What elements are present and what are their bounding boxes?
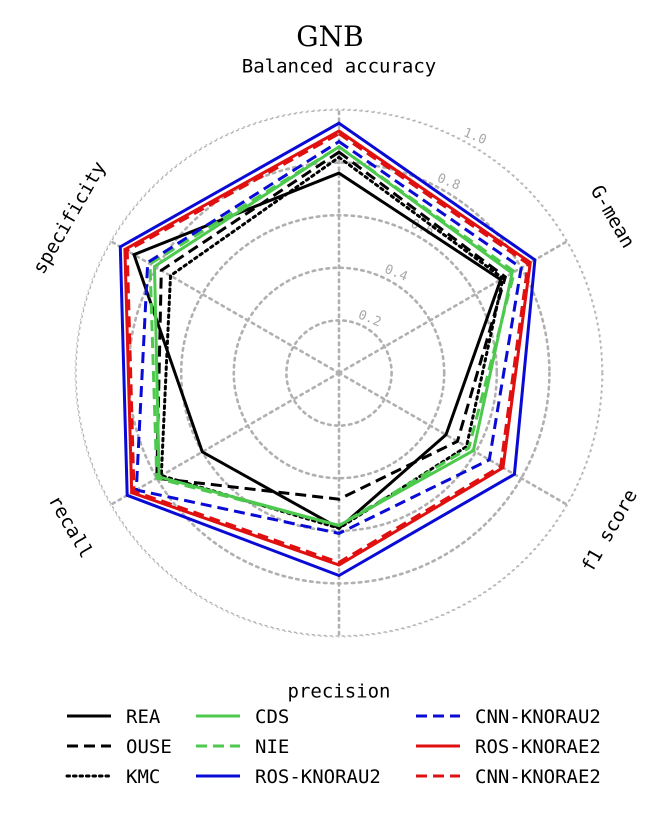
spoke-4 (109, 371, 341, 506)
legend-label: CNN-KNORAE2 (475, 766, 601, 788)
polar-frame (74, 108, 604, 638)
legend-label: ROS-KNORAE2 (475, 736, 601, 758)
rtick-label: 0.4 (382, 262, 410, 285)
chart-title: GNB (296, 20, 363, 53)
axis-label: specificity (29, 158, 111, 278)
spoke-5 (109, 240, 341, 375)
series-line-nie (148, 144, 517, 528)
grid-circle-0.4 (232, 266, 446, 480)
spoke-2 (337, 371, 569, 506)
legend-label: NIE (255, 736, 289, 758)
axis-label: recall (44, 492, 97, 562)
radar-series (118, 121, 537, 578)
series-line-kmc (159, 155, 505, 530)
legend-label: KMC (126, 766, 160, 788)
legend-label: ROS-KNORAU2 (255, 766, 381, 788)
axis-label: Balanced accuracy (242, 56, 436, 78)
axis-label: precision (288, 681, 391, 703)
legend-label: CNN-KNORAU2 (475, 706, 601, 728)
grid-circle-1.0 (75, 109, 603, 637)
series-line-cnn-knorae2 (125, 131, 530, 565)
rtick-label: 0.8 (435, 171, 462, 194)
legend-label: REA (126, 706, 161, 728)
legend: REA OUSE KMC CDS NIE ROS-KNORAU2 CNN-KNORAU2 RO… (65, 706, 601, 788)
legend-label: CDS (255, 706, 289, 728)
rtick-label: 1.0 (461, 125, 488, 148)
spoke-1 (337, 240, 569, 375)
series-line-ouse (155, 150, 508, 501)
series-line-ros-knorae2 (123, 129, 532, 567)
axis-label: G-mean (586, 182, 639, 252)
series-line-ros-knorau2 (118, 121, 537, 578)
axis-label: f1 score (577, 486, 642, 576)
legend-label: OUSE (126, 736, 172, 758)
rtick-label: 0.2 (356, 308, 383, 331)
series-line-cnn-knorau2 (134, 139, 523, 535)
